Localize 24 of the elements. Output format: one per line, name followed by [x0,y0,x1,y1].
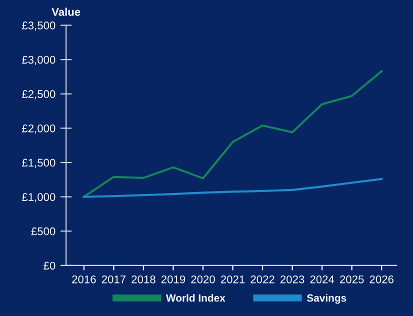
x-tick-label: 2025 [340,275,364,284]
legend-label: Savings [306,294,346,304]
y-tick-label: £1,000 [22,193,56,202]
y-tick-label: £2,000 [22,124,56,134]
y-tick-label: £1,500 [22,158,56,168]
legend-label: World Index [166,294,226,302]
y-tick-label: £3,000 [22,56,56,66]
y-tick-label: £500 [31,227,56,236]
line-series [82,178,383,198]
x-tick-label: 2016 [72,275,96,284]
x-tick-label: 2019 [161,275,186,284]
x-tick-label: 2021 [220,275,245,284]
y-tick-label: £3,500 [22,22,56,31]
x-tick-label: 2026 [370,275,394,284]
x-tick-label: 2022 [250,275,274,284]
x-tick-label: 2023 [280,275,304,284]
x-tick-label: 2017 [102,275,126,284]
x-tick-label: 2024 [310,275,334,284]
line-series [82,70,383,198]
x-tick-label: 2020 [191,275,215,284]
y-tick-label: £2,500 [22,90,56,100]
y-tick-label: £0 [44,262,56,270]
y-axis-title: Value [52,8,80,16]
x-tick-label: 2018 [132,275,156,284]
